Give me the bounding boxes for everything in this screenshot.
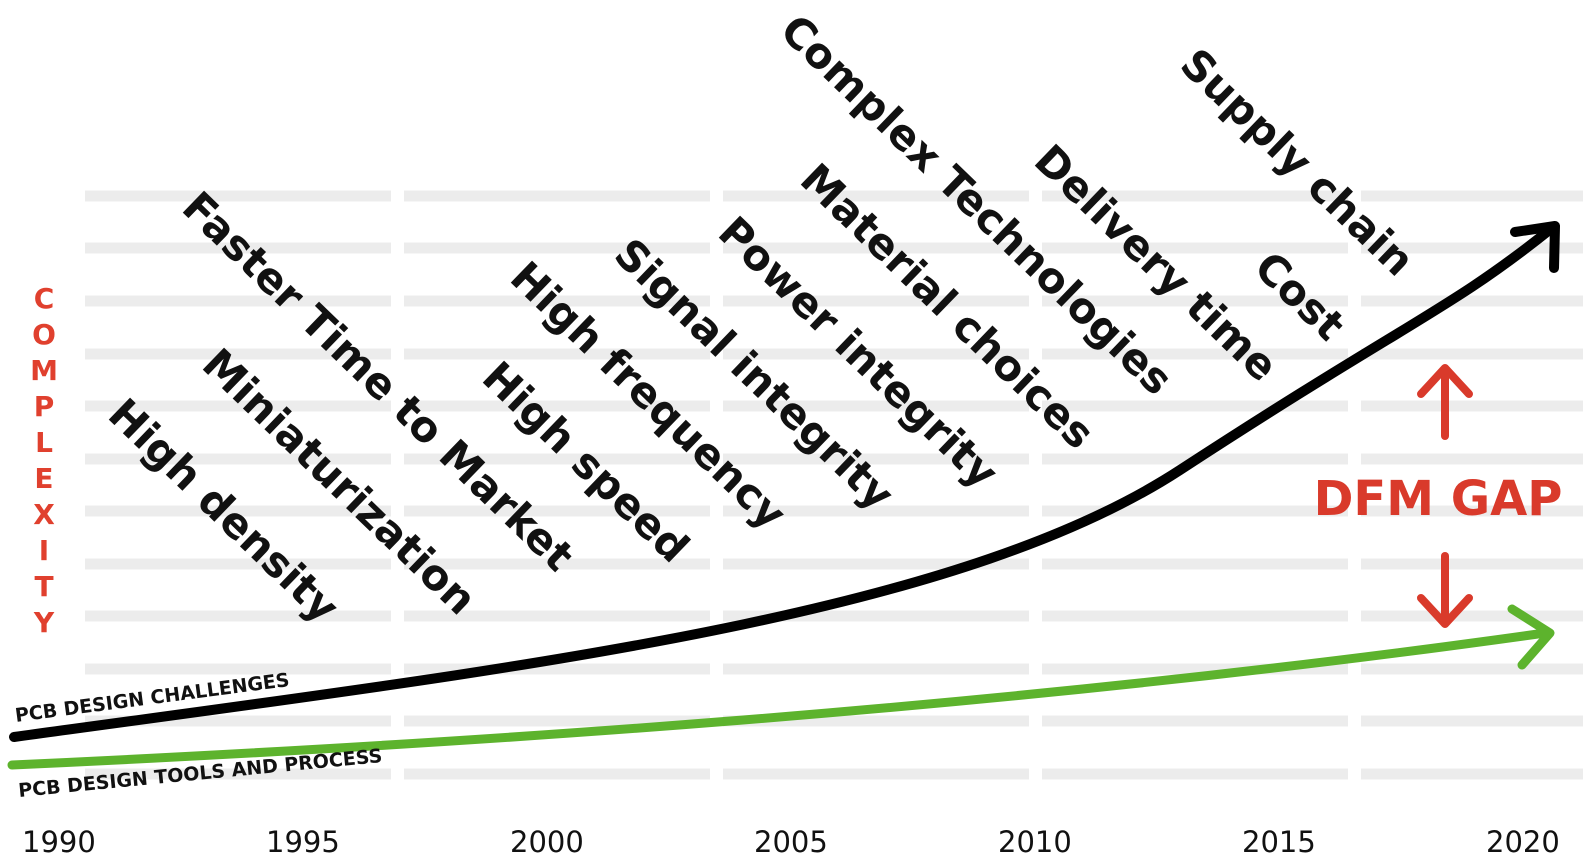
complexity-letter: E: [34, 462, 53, 495]
complexity-letter: L: [35, 426, 53, 459]
year-label: 2020: [1486, 825, 1560, 859]
dfm-gap-label: DFM GAP: [1314, 471, 1563, 527]
complexity-letter: O: [32, 318, 56, 351]
year-label: 1995: [266, 825, 340, 859]
tools-curve: [7, 604, 1555, 770]
year-axis: 1990 1995 2000 2005 2010 2015 2020: [22, 825, 1560, 859]
challenges-curve-arrowhead: [1510, 221, 1560, 273]
tools-curve-arrowhead: [1507, 604, 1555, 670]
year-label: 1990: [22, 825, 96, 859]
complexity-letter: I: [39, 534, 49, 567]
complexity-letter: C: [34, 282, 55, 315]
challenge-labels: High density Miniaturization Faster Time…: [99, 5, 1424, 632]
year-label: 2015: [1242, 825, 1316, 859]
dfm-gap-annotation: DFM GAP: [1314, 364, 1563, 628]
complexity-letter: P: [34, 390, 55, 423]
challenges-curve: [9, 221, 1560, 742]
year-label: 2000: [510, 825, 584, 859]
complexity-letter: Y: [33, 606, 55, 639]
background-grid: [85, 190, 1583, 780]
challenge-label: Miniaturization: [193, 339, 486, 624]
complexity-axis-label: C O M P L E X I T Y: [30, 282, 58, 639]
challenges-curve-line: [9, 223, 1557, 742]
complexity-letter: M: [30, 354, 58, 387]
tools-curve-line: [7, 628, 1550, 770]
arrow-down-icon: [1417, 552, 1473, 628]
year-label: 2010: [998, 825, 1072, 859]
year-label: 2005: [754, 825, 828, 859]
arrow-up-icon: [1417, 364, 1473, 440]
complexity-letter: T: [34, 570, 53, 603]
complexity-letter: X: [33, 498, 55, 531]
